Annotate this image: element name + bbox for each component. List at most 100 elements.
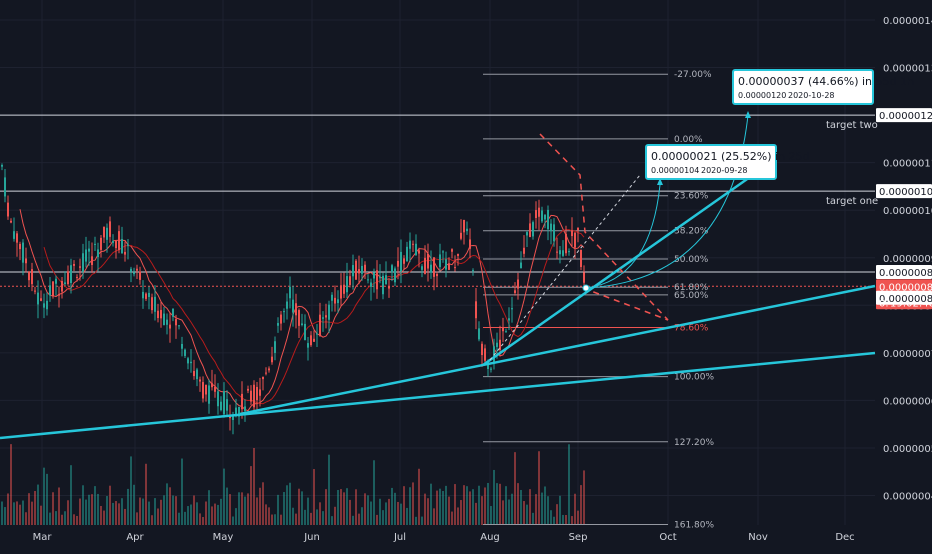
volume-bar bbox=[43, 467, 45, 525]
price-tick-label: 0.00000070 bbox=[883, 349, 932, 360]
volume-bar bbox=[67, 500, 69, 525]
candle-body bbox=[178, 325, 180, 327]
volume-bar bbox=[223, 468, 225, 525]
volume-bar bbox=[97, 493, 99, 525]
candle-body bbox=[580, 249, 582, 267]
candle-body bbox=[160, 309, 162, 319]
projection-curve-two bbox=[585, 114, 749, 289]
volume-bar bbox=[181, 458, 183, 525]
volume-bar bbox=[154, 498, 156, 525]
candle-body bbox=[7, 202, 9, 217]
candle-body bbox=[298, 310, 300, 326]
candle-body bbox=[535, 210, 537, 219]
candles bbox=[1, 163, 585, 435]
callout-date: 2020-10-28 bbox=[788, 91, 835, 100]
trendline-mid bbox=[239, 284, 876, 416]
candle-body bbox=[148, 292, 150, 297]
time-tick-label: Apr bbox=[126, 532, 144, 543]
candle-body bbox=[547, 209, 549, 230]
candle-body bbox=[502, 327, 504, 332]
volume-bar bbox=[565, 514, 567, 525]
volume-bar bbox=[46, 473, 48, 525]
candle-body bbox=[568, 251, 570, 253]
time-axis: Mar Apr May Jun Jul Aug Sep Oct Nov Dec bbox=[33, 532, 855, 543]
volume-bar bbox=[205, 501, 207, 525]
candle-body bbox=[241, 393, 243, 410]
price-axis: 0.00000140 0.00000130 0.00000120 0.00000110… bbox=[876, 16, 932, 503]
volume-bar bbox=[283, 492, 285, 525]
volume-bar bbox=[505, 486, 507, 525]
volume-bar bbox=[64, 511, 66, 525]
volume-bar bbox=[271, 514, 273, 525]
candle-body bbox=[172, 308, 174, 317]
volume-bar bbox=[109, 485, 111, 525]
candle-body bbox=[364, 264, 366, 272]
candle-body bbox=[310, 335, 312, 346]
candle-body bbox=[526, 232, 528, 236]
volume-bar bbox=[388, 498, 390, 525]
volume-bar bbox=[250, 466, 252, 525]
volume-bar bbox=[379, 498, 381, 525]
candle-body bbox=[163, 313, 165, 326]
callout-box bbox=[732, 69, 874, 105]
candle-body bbox=[259, 389, 261, 396]
price-badge bbox=[876, 108, 932, 123]
volume-bar bbox=[70, 465, 72, 525]
volume-bar bbox=[583, 470, 585, 525]
candle-body bbox=[34, 290, 36, 292]
volume-bar bbox=[319, 502, 321, 525]
volume-bar bbox=[280, 514, 282, 525]
volume-bar bbox=[346, 488, 348, 525]
candle-body bbox=[103, 226, 105, 238]
candle-body bbox=[403, 258, 405, 264]
volume-bar bbox=[214, 503, 216, 525]
candle-body bbox=[82, 253, 84, 272]
candle-body bbox=[28, 271, 30, 281]
candle-body bbox=[436, 274, 438, 277]
candle-body bbox=[88, 248, 90, 252]
time-tick-label: Sep bbox=[569, 532, 588, 543]
volume-bar bbox=[220, 498, 222, 525]
volume-bar bbox=[442, 491, 444, 525]
volume-bar bbox=[10, 444, 12, 525]
time-tick-label: Nov bbox=[748, 532, 768, 543]
volume-bar bbox=[484, 487, 486, 525]
volume-bar bbox=[94, 486, 96, 525]
candle-body bbox=[193, 370, 195, 377]
volume-bar bbox=[328, 454, 330, 525]
candle-body bbox=[388, 286, 390, 289]
time-tick-label: Oct bbox=[659, 532, 676, 543]
candle-body bbox=[187, 358, 189, 364]
candle-body bbox=[205, 384, 207, 395]
candle-body bbox=[496, 342, 498, 347]
volume-bar bbox=[184, 511, 186, 525]
volume-bar bbox=[460, 500, 462, 525]
volume-bar bbox=[259, 487, 261, 525]
candle-body bbox=[325, 315, 327, 318]
candle-body bbox=[112, 241, 114, 243]
volume-bar bbox=[172, 495, 174, 525]
volume-bar bbox=[7, 493, 9, 525]
candle-body bbox=[508, 318, 510, 321]
volume-bar bbox=[571, 516, 573, 525]
candle-body bbox=[19, 243, 21, 250]
candle-body bbox=[91, 256, 93, 265]
price-badge bbox=[876, 184, 932, 199]
volume-bar bbox=[262, 482, 264, 525]
candle-body bbox=[349, 276, 351, 285]
candle-body bbox=[328, 304, 330, 320]
candle-body bbox=[268, 368, 270, 371]
candle-body bbox=[214, 386, 216, 392]
trendlines bbox=[0, 168, 876, 440]
candle-body bbox=[67, 271, 69, 285]
volume-bar bbox=[127, 488, 129, 525]
volume-bar bbox=[547, 496, 549, 525]
volume-bar bbox=[91, 494, 93, 525]
candle-body bbox=[307, 343, 309, 348]
price-tick-label: 0.00000130 bbox=[883, 64, 932, 75]
candle-body bbox=[523, 247, 525, 254]
volume-bar bbox=[25, 512, 27, 525]
volume-bar bbox=[178, 512, 180, 525]
